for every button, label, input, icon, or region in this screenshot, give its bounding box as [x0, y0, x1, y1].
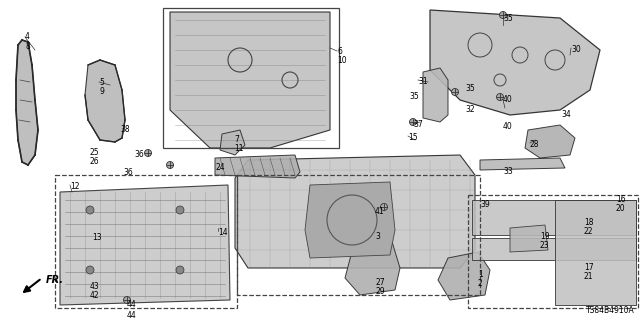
Circle shape [124, 297, 131, 303]
Text: 3: 3 [375, 232, 380, 241]
Text: 24: 24 [216, 163, 226, 172]
Polygon shape [215, 155, 300, 178]
Polygon shape [555, 200, 636, 305]
Text: 10: 10 [337, 56, 347, 65]
Text: FR.: FR. [46, 275, 64, 285]
Circle shape [499, 12, 506, 19]
Text: 14: 14 [218, 228, 228, 237]
Text: 41: 41 [375, 207, 385, 216]
Circle shape [381, 204, 387, 211]
Text: 15: 15 [408, 133, 418, 142]
Text: 44: 44 [127, 300, 137, 309]
Text: 7: 7 [234, 135, 239, 144]
Text: 36: 36 [134, 150, 144, 159]
Text: 21: 21 [584, 272, 593, 281]
Text: 8: 8 [25, 42, 29, 51]
Text: 16: 16 [616, 195, 626, 204]
Text: 36: 36 [123, 168, 132, 177]
Polygon shape [16, 40, 38, 165]
Text: 34: 34 [561, 110, 571, 119]
Text: 27: 27 [375, 278, 385, 287]
Text: 17: 17 [584, 263, 594, 272]
Text: 2: 2 [478, 279, 483, 288]
Text: 38: 38 [120, 125, 130, 134]
Bar [468, 195, 638, 308]
Polygon shape [480, 158, 565, 170]
Text: 33: 33 [503, 167, 513, 176]
Polygon shape [60, 185, 230, 305]
Circle shape [86, 266, 94, 274]
Text: 35: 35 [503, 14, 513, 23]
Text: 20: 20 [616, 204, 626, 213]
Text: 31: 31 [418, 77, 428, 86]
Text: TS84B4910A: TS84B4910A [586, 306, 635, 315]
Polygon shape [345, 235, 400, 295]
Polygon shape [423, 68, 448, 122]
Text: 18: 18 [584, 218, 593, 227]
Polygon shape [85, 60, 125, 142]
Text: 9: 9 [99, 87, 104, 96]
Text: 39: 39 [480, 200, 490, 209]
Bar [55, 175, 237, 308]
Polygon shape [430, 10, 600, 115]
Text: 5: 5 [99, 78, 104, 87]
Circle shape [410, 118, 417, 125]
Text: 37: 37 [413, 120, 423, 129]
Circle shape [451, 89, 458, 95]
Text: 6: 6 [337, 47, 342, 56]
Polygon shape [235, 155, 475, 268]
Text: 29: 29 [375, 287, 385, 296]
Text: 25: 25 [90, 148, 100, 157]
Polygon shape [220, 130, 245, 155]
Bar [237, 175, 480, 295]
Polygon shape [305, 182, 395, 258]
Text: 19: 19 [540, 232, 550, 241]
Circle shape [176, 206, 184, 214]
Polygon shape [510, 225, 548, 252]
Text: 32: 32 [465, 105, 475, 114]
Text: 40: 40 [503, 95, 513, 104]
Text: 35: 35 [409, 92, 419, 101]
Text: 11: 11 [234, 144, 243, 153]
Text: 40: 40 [503, 122, 513, 131]
Text: 30: 30 [571, 45, 580, 54]
Text: 22: 22 [584, 227, 593, 236]
Bar [163, 8, 339, 148]
Text: 44: 44 [127, 311, 137, 320]
Text: 1: 1 [478, 270, 483, 279]
Circle shape [166, 162, 173, 169]
Polygon shape [472, 200, 636, 235]
Text: 28: 28 [530, 140, 540, 149]
Circle shape [86, 206, 94, 214]
Text: 35: 35 [465, 84, 475, 93]
Text: 4: 4 [25, 32, 30, 41]
Text: 42: 42 [90, 291, 100, 300]
Text: 23: 23 [540, 241, 550, 250]
Circle shape [176, 266, 184, 274]
Text: 13: 13 [92, 233, 102, 242]
Text: 26: 26 [90, 157, 100, 166]
Circle shape [497, 93, 504, 100]
Polygon shape [170, 12, 330, 148]
Text: 43: 43 [90, 282, 100, 291]
Text: 12: 12 [70, 182, 79, 191]
Polygon shape [438, 252, 490, 300]
Polygon shape [525, 125, 575, 158]
Circle shape [145, 149, 152, 156]
Polygon shape [472, 238, 636, 260]
